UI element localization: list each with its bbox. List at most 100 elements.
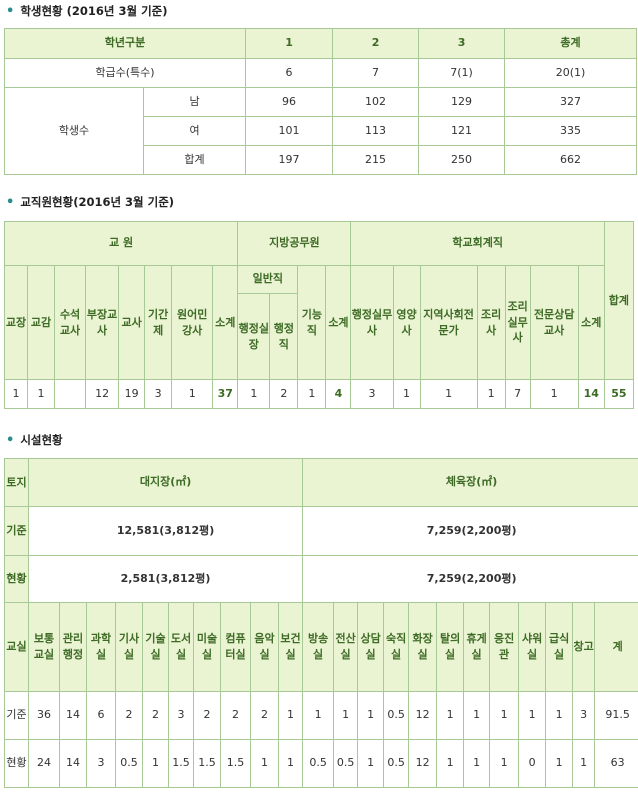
land-current-row: 현황 2,581(3,812평) 7,259(2,200평) bbox=[4, 555, 638, 603]
val-native-instructor: 1 bbox=[171, 379, 214, 409]
class-count-label: 학급수(특수) bbox=[3, 58, 247, 88]
room-standard-value: 14 bbox=[59, 691, 87, 740]
val-contract: 3 bbox=[144, 379, 173, 409]
staff-values-row: 1 1 12 19 3 1 37 1 2 1 4 3 1 1 1 7 1 14 … bbox=[3, 379, 635, 409]
val-cook-staff: 7 bbox=[504, 379, 531, 409]
room-standard-value: 91.5 bbox=[594, 691, 638, 740]
val-subtotal-school: 14 bbox=[577, 379, 605, 409]
val-community-expert: 1 bbox=[419, 379, 478, 409]
room-header: 샤워실 bbox=[518, 602, 547, 692]
staff-section-title: • 교직원현황(2016년 3월 기준) bbox=[6, 194, 174, 210]
room-current-value: 1 bbox=[463, 739, 491, 788]
room-current-value: 1 bbox=[572, 739, 596, 788]
col-head-teacher: 부장교사 bbox=[85, 265, 120, 380]
grade-1-header: 1 bbox=[245, 28, 334, 59]
room-standard-value: 2 bbox=[250, 691, 279, 740]
land-current-label: 현황 bbox=[4, 555, 29, 603]
staff-group-row: 교 원 지방공무원 학교회계직 합계 bbox=[3, 221, 635, 380]
staff-subheader-row: 행정실장 행정직 bbox=[5, 293, 634, 380]
room-current-value: 12 bbox=[408, 739, 438, 788]
room-standard-value: 3 bbox=[572, 691, 596, 740]
bullet-icon: • bbox=[6, 432, 15, 448]
female-total: 335 bbox=[504, 116, 638, 146]
room-current-value: 24 bbox=[28, 739, 60, 788]
room-standard-value: 36 bbox=[28, 691, 60, 740]
room-header: 숙직실 bbox=[383, 602, 410, 692]
bullet-icon: • bbox=[6, 3, 15, 19]
students-sum-row: 합계 197 215 250 662 bbox=[5, 145, 638, 175]
gym-standard-value: 7,259(2,200평) bbox=[302, 506, 638, 556]
room-current-value: 1 bbox=[436, 739, 465, 788]
total-header: 총계 bbox=[504, 28, 638, 59]
col-technical: 기능직 bbox=[297, 265, 327, 380]
sum-label: 합계 bbox=[142, 145, 247, 175]
male-g1: 96 bbox=[245, 87, 334, 117]
room-current-value: 1 bbox=[489, 739, 520, 788]
room-current-value: 1 bbox=[250, 739, 279, 788]
students-header-row: 학년구분 1 2 3 총계 bbox=[3, 28, 638, 59]
room-header-row: 교실 보통교실 관리행정 과학실 기사실 기술실 도서실 미술실 컴퓨터실 음악실 보건실 방송실 전… bbox=[4, 602, 638, 692]
room-header: 상담실 bbox=[357, 602, 385, 692]
female-g3: 121 bbox=[418, 116, 506, 146]
grade-label-header: 학년구분 bbox=[3, 28, 247, 59]
facilities-section-title: • 시설현황 bbox=[6, 432, 63, 448]
room-header: 계 bbox=[594, 602, 638, 692]
room-header: 방송실 bbox=[302, 602, 335, 692]
col-teacher: 교사 bbox=[118, 265, 146, 380]
facilities-title: 시설현황 bbox=[20, 433, 63, 447]
room-current-value: 0 bbox=[518, 739, 547, 788]
room-standard-value: 2 bbox=[193, 691, 221, 740]
land-row: 토지 대지장(㎡) 체육장(㎡) bbox=[4, 458, 638, 507]
male-g2: 102 bbox=[332, 87, 420, 117]
staff-table: 교 원 지방공무원 학교회계직 합계 교장 교감 수석교사 부장교사 교사 기간… bbox=[3, 221, 635, 409]
val-admin-head: 1 bbox=[237, 379, 271, 409]
room-header: 미술실 bbox=[193, 602, 221, 692]
val-nutritionist: 1 bbox=[392, 379, 421, 409]
class-count-row: 학급수(특수) 6 7 7(1) 20(1) bbox=[3, 58, 638, 88]
col-native-instructor: 원어민강사 bbox=[171, 265, 214, 380]
room-standard-value: 1 bbox=[357, 691, 385, 740]
room-standard-value: 1 bbox=[463, 691, 491, 740]
room-header: 휴게실 bbox=[463, 602, 491, 692]
room-current-value: 63 bbox=[594, 739, 638, 788]
col-nutritionist: 영양사 bbox=[392, 265, 421, 380]
room-current-value: 0.5 bbox=[115, 739, 143, 788]
class-count-g2: 7 bbox=[332, 58, 420, 88]
room-header: 화장실 bbox=[408, 602, 438, 692]
room-standard-value: 1 bbox=[518, 691, 547, 740]
col-admin-head: 행정실장 bbox=[237, 293, 271, 380]
room-standard-value: 1 bbox=[545, 691, 574, 740]
room-standard-value: 6 bbox=[86, 691, 116, 740]
room-current-value: 1 bbox=[357, 739, 385, 788]
sum-total: 662 bbox=[504, 145, 638, 175]
teachers-group-header: 교 원 bbox=[3, 221, 239, 266]
room-label: 교실 bbox=[4, 602, 29, 692]
col-chief-teacher: 수석교사 bbox=[54, 265, 87, 380]
col-cook-staff: 조리실무사 bbox=[504, 265, 531, 380]
val-vice-principal: 1 bbox=[27, 379, 56, 409]
room-standard-value: 1 bbox=[333, 691, 359, 740]
val-subtotal-civil: 4 bbox=[325, 379, 352, 409]
sum-g2: 215 bbox=[332, 145, 420, 175]
val-head-teacher: 12 bbox=[85, 379, 120, 409]
val-admin: 2 bbox=[269, 379, 299, 409]
room-current-value: 0.5 bbox=[333, 739, 359, 788]
facilities-table: 토지 대지장(㎡) 체육장(㎡) 기준 12,581(3,812평) 7,259… bbox=[4, 458, 638, 788]
room-current-value: 1.5 bbox=[220, 739, 251, 788]
room-standard-label: 기준 bbox=[4, 691, 29, 740]
room-standard-value: 2 bbox=[115, 691, 143, 740]
col-counselor: 전문상담교사 bbox=[529, 265, 579, 380]
site-standard-value: 12,581(3,812평) bbox=[27, 506, 304, 556]
room-current-value: 3 bbox=[86, 739, 116, 788]
sum-g3: 250 bbox=[418, 145, 506, 175]
col-community-expert: 지역사회전문가 bbox=[419, 265, 478, 380]
land-standard-row: 기준 12,581(3,812평) 7,259(2,200평) bbox=[4, 506, 638, 556]
col-principal: 교장 bbox=[3, 265, 29, 380]
male-g3: 129 bbox=[418, 87, 506, 117]
room-standard-row: 기준 36 14 6 2 2 3 2 2 2 1 1 1 1 0.5 12 1 1 1 1 1 3 91.5 bbox=[4, 691, 638, 740]
room-current-value: 1 bbox=[545, 739, 574, 788]
staff-subgroup-row: 교장 교감 수석교사 부장교사 교사 기간제 원어민강사 소계 일반직 기능직 … bbox=[3, 265, 634, 380]
class-count-g1: 6 bbox=[245, 58, 334, 88]
student-count-label: 학생수 bbox=[4, 87, 144, 175]
col-subtotal-teachers: 소계 bbox=[212, 265, 239, 380]
